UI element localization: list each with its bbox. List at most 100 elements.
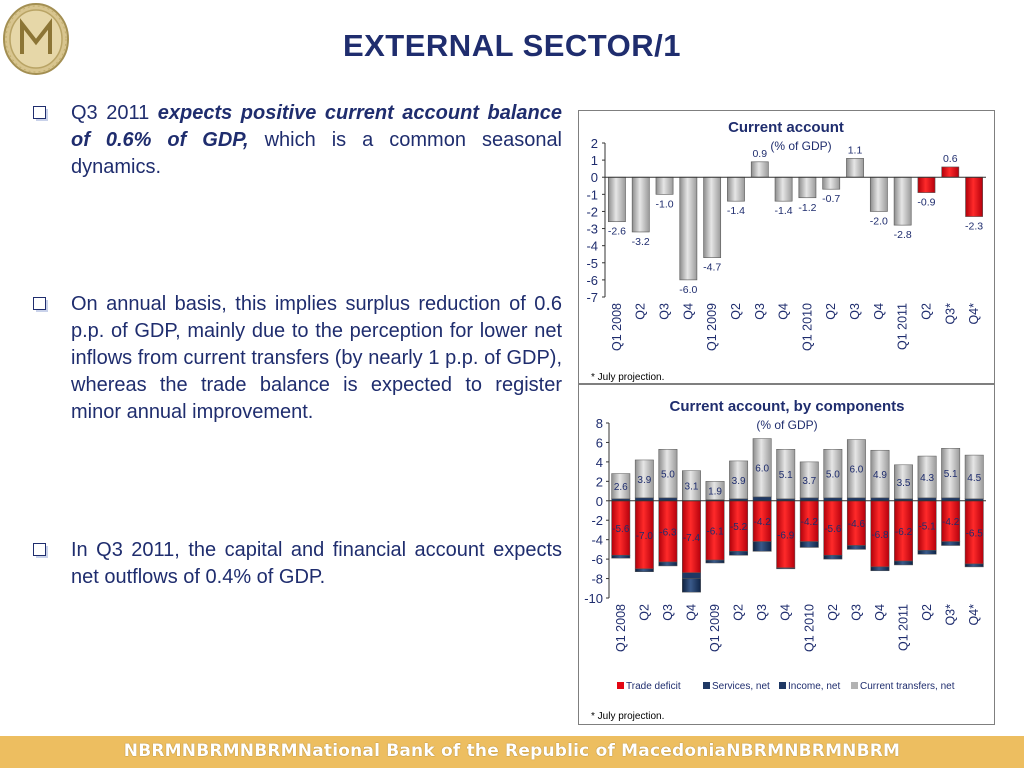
data-label: 6.0 [755,464,769,475]
bar-segment [658,449,678,499]
data-label: -1.0 [655,198,673,210]
bar [965,176,983,217]
chart-title: Current account, by components [669,398,904,415]
y-tick-label: -8 [591,572,603,587]
data-label: -0.9 [917,197,935,209]
bar-segment [776,567,796,570]
current-account-components-chart: Current account, by components (% of GDP)… [578,384,995,725]
x-tick-label: Q3 [661,604,675,621]
bar-segment [776,449,796,500]
data-label: 3.5 [897,478,911,489]
y-tick-label: 1 [591,153,598,168]
data-label: -1.4 [727,205,745,217]
data-label: -4.2 [754,517,772,528]
current-account-chart: Current account (% of GDP) 2 1 0 -1 -2 -3 -4 -5 -6… [578,110,995,384]
bar-segment [682,578,701,593]
data-label: -5.1 [918,522,936,533]
bar [631,176,650,233]
x-tick-label: Q1 2011 [896,303,910,350]
x-tick-label: Q1 2010 [802,604,816,652]
bar-segment [941,448,961,499]
bar [679,176,698,281]
data-label: 3.7 [802,476,816,487]
data-label: -6.3 [659,527,677,538]
y-tick-label: -4 [586,239,598,254]
data-label: 3.9 [732,476,746,487]
data-label: -6.2 [895,527,913,538]
x-tick-label: Q4 [873,604,887,621]
bar [655,176,674,195]
data-label: 5.1 [944,469,958,480]
x-tick-label: Q4 [684,604,698,621]
bar-segment [823,449,843,499]
data-label: -6.1 [706,526,724,537]
bar-segment [752,496,772,502]
bar [822,176,841,190]
data-label: 4.9 [873,470,887,481]
legend-label: Income, net [788,681,840,692]
data-label: -5.6 [612,524,630,535]
data-label: -7.0 [636,531,654,542]
bar-segment [799,541,819,548]
bullet-text-tail: which is a common seasonal dynamics. [71,129,563,178]
bullet-text: In Q3 2011, the capital and financial ac… [71,539,562,588]
data-label: -4.2 [942,517,960,528]
data-label: 5.0 [661,470,675,481]
chart-note: * July projection. [591,372,664,383]
x-tick-label: Q3 [753,303,767,320]
x-tick-label: Q4 [681,303,695,320]
bar-segment [894,464,913,500]
x-tick-label: Q3 [658,303,672,320]
x-tick-label: Q3 [848,303,862,320]
x-tick-label: Q3* [943,303,957,325]
bar-segment [611,554,631,559]
data-label: -0.7 [822,193,840,205]
bar-segment [705,481,725,501]
bar-segment [752,438,772,498]
bullet-item: Q3 2011 expects positive current account… [30,100,562,181]
x-tick-label: Q3 [849,604,863,621]
bar [750,161,769,178]
bullet-text-emphasis: expects positive current account balance… [71,102,562,151]
bar-segment [894,560,913,566]
bar-segment [941,541,961,546]
x-tick-label: Q1 2009 [708,604,722,652]
x-tick-label: Q1 2008 [610,303,624,351]
x-tick-label: Q1 2011 [897,604,911,651]
x-tick-label: Q2 [637,604,651,621]
data-label: -6.8 [871,530,889,541]
y-tick-label: 4 [596,455,603,470]
x-tick-label: Q4 [872,303,886,320]
legend-swatch [851,682,858,689]
legend-swatch [779,682,786,689]
x-tick-label: Q4* [967,604,981,626]
x-tick-label: Q4 [777,303,791,320]
bar-segment [729,460,749,500]
x-tick-label: Q1 2008 [614,604,628,652]
bar-segment [705,559,725,564]
y-tick-label: -4 [591,533,603,548]
legend-swatch [703,682,710,689]
y-tick-label: -6 [586,273,598,288]
data-label: -6.9 [777,530,795,541]
data-label: -4.6 [848,519,866,530]
footer-text: NBRMNBRMNBRMNational Bank of the Republi… [123,741,901,761]
data-label: 0.9 [752,148,767,160]
bar-segment [870,566,890,572]
nbrm-logo [2,2,70,76]
data-label: 3.9 [637,475,651,486]
data-label: 5.0 [826,470,840,481]
data-label: 6.0 [849,465,863,476]
bar-segment [917,550,937,555]
y-tick-label: 2 [591,136,598,151]
data-label: -3.2 [632,236,650,248]
data-label: -1.2 [798,202,816,214]
chart-title: Current account [728,119,844,136]
data-label: -2.6 [608,226,626,238]
data-label: 1.9 [708,487,722,498]
y-tick-label: -5 [586,256,598,271]
bar-segment [846,439,866,499]
bar [798,176,817,199]
bar [774,176,793,202]
data-label: -7.4 [683,533,701,544]
